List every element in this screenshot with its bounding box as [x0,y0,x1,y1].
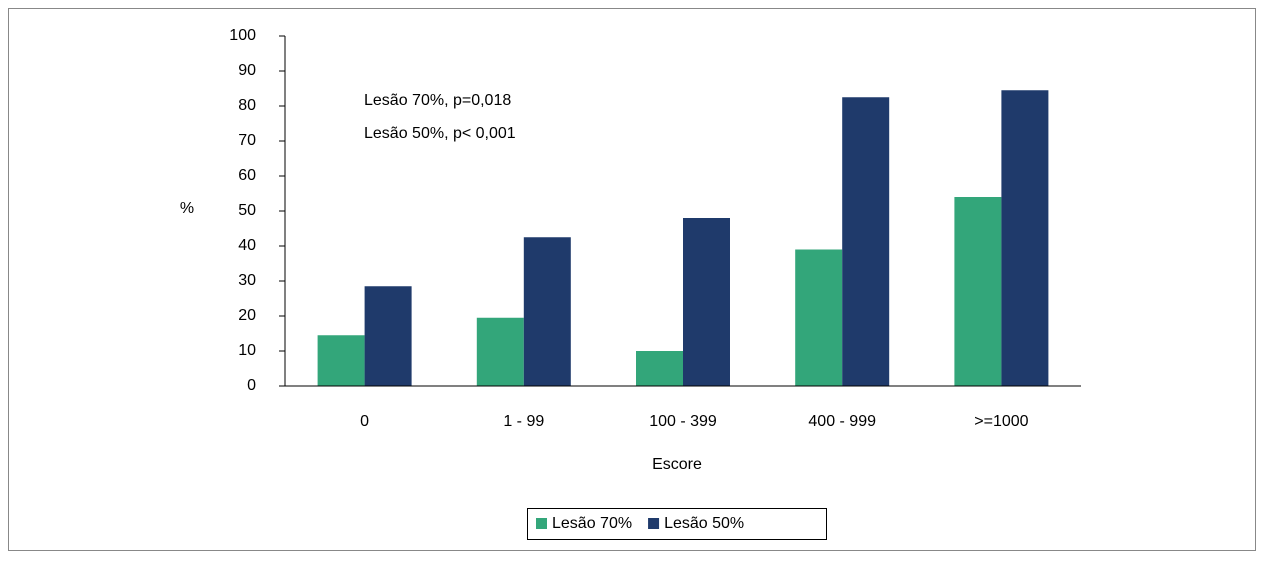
y-tick-label: 40 [238,237,256,254]
bar [842,97,890,386]
y-tick-label: 60 [238,167,256,184]
y-axis-label: % [180,200,194,217]
y-tick-label: 90 [238,62,256,79]
bar [523,237,571,386]
y-tick-label: 50 [238,202,256,219]
legend-label: Lesão 70% [552,515,632,532]
y-tick-label: 80 [238,97,256,114]
chart-frame [8,8,1256,551]
x-tick-label: 400 - 999 [808,413,876,430]
x-tick-label: 1 - 99 [503,413,544,430]
annotation: Lesão 50%, p< 0,001 [364,125,516,142]
legend-label: Lesão 50% [664,515,744,532]
x-tick-label: 100 - 399 [649,413,717,430]
y-tick-label: 30 [238,272,256,289]
x-tick-label: >=1000 [974,413,1028,430]
annotation: Lesão 70%, p=0,018 [364,92,511,109]
x-tick-label: 0 [360,413,369,430]
x-axis-label: Escore [652,456,702,473]
legend-swatch [536,518,547,529]
y-tick-label: 0 [247,377,256,394]
y-tick-label: 100 [229,27,256,44]
y-tick-label: 20 [238,307,256,324]
bar [683,218,730,386]
bar [1001,90,1049,386]
bar [795,249,843,386]
bar [476,317,524,386]
legend-swatch [648,518,660,529]
y-tick-label: 70 [238,132,256,149]
legend-box [527,508,827,540]
bar [954,197,1002,386]
bar [364,286,412,386]
y-tick-label: 10 [238,342,256,359]
bar [317,335,365,386]
bar [636,351,683,386]
